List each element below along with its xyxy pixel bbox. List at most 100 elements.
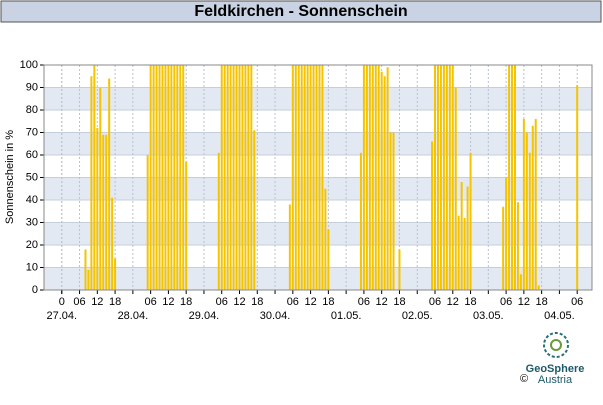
bar xyxy=(502,206,505,290)
x-tick-label: 12 xyxy=(447,296,459,308)
bar xyxy=(152,65,155,290)
copyright: © xyxy=(520,373,528,385)
y-tick-label: 80 xyxy=(26,104,38,116)
bar xyxy=(324,188,327,290)
bar xyxy=(508,65,511,290)
y-tick-label: 20 xyxy=(26,239,38,251)
bar xyxy=(434,65,437,290)
bar xyxy=(164,65,167,290)
x-tick-label: 18 xyxy=(536,296,548,308)
bar xyxy=(451,65,454,290)
y-tick-label: 70 xyxy=(26,126,38,138)
bar xyxy=(179,65,182,290)
bar xyxy=(108,78,111,290)
bar xyxy=(300,65,303,290)
bar xyxy=(185,161,188,290)
bar xyxy=(161,65,164,290)
x-tick-label: 12 xyxy=(91,296,103,308)
bar xyxy=(250,65,253,290)
bar xyxy=(217,152,220,290)
x-tick-label: 06 xyxy=(145,296,157,308)
bar xyxy=(442,65,445,290)
y-tick-label: 50 xyxy=(26,171,38,183)
day-label: 29.04. xyxy=(189,310,220,322)
bar xyxy=(223,65,226,290)
bar xyxy=(102,134,105,290)
y-tick-label: 0 xyxy=(32,284,38,296)
bar xyxy=(244,65,247,290)
bar xyxy=(511,65,514,290)
x-tick-label: 06 xyxy=(358,296,370,308)
x-tick-label: 18 xyxy=(109,296,121,308)
header-title: Feldkirchen - Sonnenschein xyxy=(194,3,407,20)
bar xyxy=(392,132,395,290)
bar xyxy=(386,67,389,290)
bar xyxy=(362,65,365,290)
bar xyxy=(294,65,297,290)
bar xyxy=(303,65,306,290)
bar xyxy=(365,65,368,290)
bar xyxy=(359,152,362,290)
bar xyxy=(454,87,457,290)
bar xyxy=(519,274,522,290)
bar xyxy=(525,132,528,290)
x-tick-label: 18 xyxy=(180,296,192,308)
bar xyxy=(380,71,383,290)
x-tick-label: 12 xyxy=(162,296,174,308)
x-tick-label: 06 xyxy=(287,296,299,308)
bar xyxy=(84,249,87,290)
bar xyxy=(182,65,185,290)
bar xyxy=(291,65,294,290)
day-label: 04.05. xyxy=(544,310,575,322)
bar xyxy=(297,65,300,290)
bar xyxy=(93,65,96,290)
bar xyxy=(531,125,534,290)
bar xyxy=(155,65,158,290)
y-tick-label: 40 xyxy=(26,194,38,206)
bar xyxy=(288,204,291,290)
bar xyxy=(99,87,102,290)
bar xyxy=(377,65,380,290)
bar xyxy=(96,128,99,290)
x-tick-label: 18 xyxy=(322,296,334,308)
day-label: 27.04. xyxy=(46,310,77,322)
bar xyxy=(383,76,386,290)
logo-icon xyxy=(550,339,562,351)
bar xyxy=(167,65,170,290)
y-tick-label: 100 xyxy=(20,59,38,71)
y-tick-label: 90 xyxy=(26,81,38,93)
bar xyxy=(534,119,537,290)
bar xyxy=(309,65,312,290)
header-bar xyxy=(0,0,602,23)
bar xyxy=(466,186,469,290)
bar xyxy=(312,65,315,290)
y-tick-label: 60 xyxy=(26,149,38,161)
bar xyxy=(105,134,108,290)
bar xyxy=(389,132,392,290)
y-axis-label: Sonnenschein in % xyxy=(4,130,16,224)
logo: GeoSphere Austria © xyxy=(520,332,584,386)
bar xyxy=(229,65,232,290)
x-tick-label: 06 xyxy=(571,296,583,308)
bar xyxy=(469,152,472,290)
bar xyxy=(528,152,531,290)
day-label: 03.05. xyxy=(473,310,504,322)
x-tick-label: 06 xyxy=(216,296,228,308)
bar xyxy=(220,65,223,290)
bar xyxy=(445,65,448,290)
day-label: 28.04. xyxy=(118,310,149,322)
x-tick-label: 12 xyxy=(376,296,388,308)
bar xyxy=(439,65,442,290)
bar xyxy=(176,65,179,290)
bar xyxy=(318,65,321,290)
bar xyxy=(516,202,519,290)
bar xyxy=(371,65,374,290)
x-tick-label: 06 xyxy=(500,296,512,308)
y-tick-label: 30 xyxy=(26,216,38,228)
bar xyxy=(235,65,238,290)
bar xyxy=(398,249,401,290)
bar xyxy=(576,85,579,290)
day-label: 02.05. xyxy=(402,310,433,322)
bar xyxy=(146,155,149,290)
bar xyxy=(306,65,309,290)
